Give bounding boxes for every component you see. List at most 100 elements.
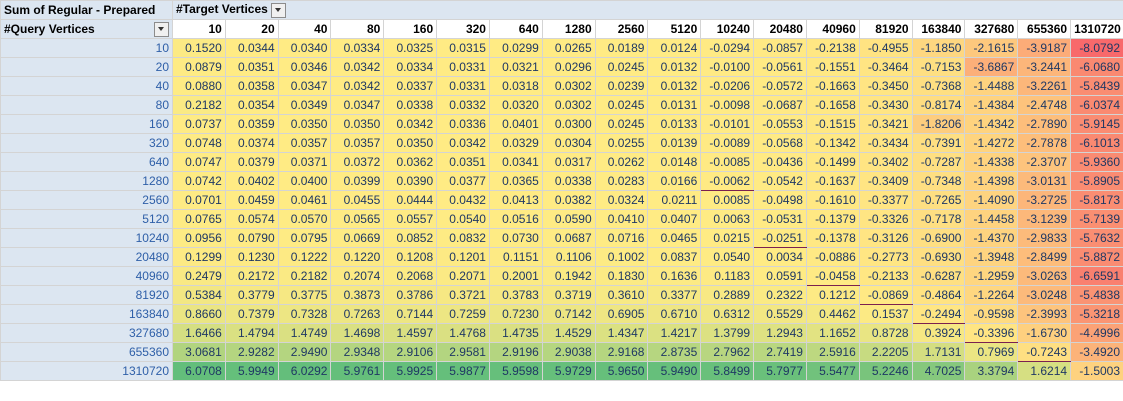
value-cell[interactable]: 2.9348 [330, 342, 385, 362]
value-cell[interactable]: 0.1537 [858, 304, 913, 324]
value-cell[interactable]: 0.0302 [541, 95, 596, 115]
value-cell[interactable]: -2.1615 [964, 38, 1019, 58]
value-cell[interactable]: -6.0680 [1070, 57, 1123, 77]
value-cell[interactable]: 0.0570 [277, 209, 332, 229]
value-cell[interactable]: 0.0354 [224, 95, 279, 115]
target-vertices-header[interactable]: 320 [436, 19, 490, 39]
value-cell[interactable]: 5.9598 [488, 361, 543, 381]
value-cell[interactable]: 5.9650 [594, 361, 649, 381]
value-cell[interactable]: 0.0324 [594, 190, 649, 210]
query-vertices-label[interactable]: 20480 [0, 247, 173, 267]
value-cell[interactable]: 0.1942 [541, 266, 596, 286]
value-cell[interactable]: -0.0098 [700, 95, 755, 115]
value-cell[interactable]: -6.6591 [1070, 266, 1123, 286]
value-cell[interactable]: 1.7131 [911, 342, 966, 362]
value-cell[interactable]: 0.0347 [330, 95, 385, 115]
value-cell[interactable]: -1.1850 [911, 38, 966, 58]
value-cell[interactable]: -3.6867 [964, 57, 1019, 77]
value-cell[interactable]: 0.0351 [436, 152, 490, 172]
value-cell[interactable]: -1.4342 [964, 114, 1019, 134]
query-vertices-label[interactable]: 10 [0, 38, 173, 58]
value-cell[interactable]: 0.1208 [383, 247, 438, 267]
value-cell[interactable]: 2.9282 [224, 342, 279, 362]
value-cell[interactable]: 2.2205 [858, 342, 913, 362]
target-vertices-header[interactable]: 2560 [594, 19, 649, 39]
row-filter-dropdown-icon[interactable] [154, 21, 169, 37]
value-cell[interactable]: -0.7368 [911, 76, 966, 96]
value-cell[interactable]: 0.3377 [647, 285, 702, 305]
value-cell[interactable]: 0.0063 [700, 209, 755, 229]
value-cell[interactable]: 0.0765 [172, 209, 226, 229]
value-cell[interactable]: 0.0377 [436, 171, 490, 191]
value-cell[interactable]: -4.4996 [1070, 323, 1123, 343]
value-cell[interactable]: -2.7878 [1017, 133, 1072, 153]
value-cell[interactable]: 5.9490 [647, 361, 702, 381]
value-cell[interactable]: 0.0341 [488, 152, 543, 172]
value-cell[interactable]: 0.0255 [594, 133, 649, 153]
value-cell[interactable]: -3.2441 [1017, 57, 1072, 77]
value-cell[interactable]: 0.1299 [172, 247, 226, 267]
value-cell[interactable]: -5.3218 [1070, 304, 1123, 324]
value-cell[interactable]: 5.5477 [805, 361, 860, 381]
value-cell[interactable]: 0.0331 [436, 76, 490, 96]
target-vertices-header[interactable]: 327680 [964, 19, 1019, 39]
value-cell[interactable]: 0.0334 [383, 57, 438, 77]
value-cell[interactable]: -1.2264 [964, 285, 1019, 305]
value-cell[interactable]: 0.3721 [436, 285, 490, 305]
target-vertices-header[interactable]: 20480 [753, 19, 807, 39]
value-cell[interactable]: 0.0590 [541, 209, 596, 229]
value-cell[interactable]: -3.2725 [1017, 190, 1072, 210]
value-cell[interactable]: 0.2001 [488, 266, 543, 286]
value-cell[interactable]: 0.3924 [911, 323, 966, 343]
value-cell[interactable]: -0.0101 [700, 114, 755, 134]
value-cell[interactable]: -1.2959 [964, 266, 1019, 286]
value-cell[interactable]: 1.4794 [224, 323, 279, 343]
value-cell[interactable]: 0.0132 [647, 57, 702, 77]
value-cell[interactable]: -0.0568 [753, 133, 807, 153]
value-cell[interactable]: 0.0402 [224, 171, 279, 191]
value-cell[interactable]: 0.0747 [172, 152, 226, 172]
value-cell[interactable]: 5.9925 [383, 361, 438, 381]
value-cell[interactable]: -0.0542 [753, 171, 807, 191]
value-cell[interactable]: -0.7265 [911, 190, 966, 210]
target-vertices-header[interactable]: 1310720 [1070, 19, 1123, 39]
value-cell[interactable]: 0.1222 [277, 247, 332, 267]
value-cell[interactable]: 0.1002 [594, 247, 649, 267]
value-cell[interactable]: 0.0357 [277, 133, 332, 153]
value-cell[interactable]: 0.3719 [541, 285, 596, 305]
value-cell[interactable]: 0.0351 [224, 57, 279, 77]
value-cell[interactable]: 0.0459 [224, 190, 279, 210]
value-cell[interactable]: -3.2261 [1017, 76, 1072, 96]
value-cell[interactable]: 0.0465 [647, 228, 702, 248]
value-cell[interactable]: 0.5384 [172, 285, 226, 305]
target-vertices-header[interactable]: 20 [224, 19, 279, 39]
target-vertices-header[interactable]: 163840 [911, 19, 966, 39]
value-cell[interactable]: 5.9761 [330, 361, 385, 381]
value-cell[interactable]: 0.0342 [330, 76, 385, 96]
value-cell[interactable]: 5.9877 [436, 361, 490, 381]
value-cell[interactable]: 0.0124 [647, 38, 702, 58]
value-cell[interactable]: 1.4347 [594, 323, 649, 343]
value-cell[interactable]: 1.4597 [383, 323, 438, 343]
target-vertices-header[interactable]: 81920 [858, 19, 913, 39]
value-cell[interactable]: -6.0374 [1070, 95, 1123, 115]
value-cell[interactable]: 2.9038 [541, 342, 596, 362]
query-vertices-label[interactable]: 655360 [0, 342, 173, 362]
value-cell[interactable]: 0.0283 [594, 171, 649, 191]
value-cell[interactable]: 0.0296 [541, 57, 596, 77]
value-cell[interactable]: -0.0886 [805, 247, 860, 267]
value-cell[interactable]: 0.0336 [436, 114, 490, 134]
value-cell[interactable]: -1.4272 [964, 133, 1019, 153]
value-cell[interactable]: -5.7139 [1070, 209, 1123, 229]
value-cell[interactable]: -0.0531 [753, 209, 807, 229]
value-cell[interactable]: 0.0410 [594, 209, 649, 229]
value-cell[interactable]: -3.0263 [1017, 266, 1072, 286]
value-cell[interactable]: 0.0239 [594, 76, 649, 96]
value-cell[interactable]: -0.0458 [805, 266, 860, 286]
value-cell[interactable]: 0.1636 [647, 266, 702, 286]
value-cell[interactable]: 0.0211 [647, 190, 702, 210]
value-cell[interactable]: -0.0206 [700, 76, 755, 96]
value-cell[interactable]: -0.3126 [858, 228, 913, 248]
value-cell[interactable]: 0.3873 [330, 285, 385, 305]
value-cell[interactable]: -0.7153 [911, 57, 966, 77]
